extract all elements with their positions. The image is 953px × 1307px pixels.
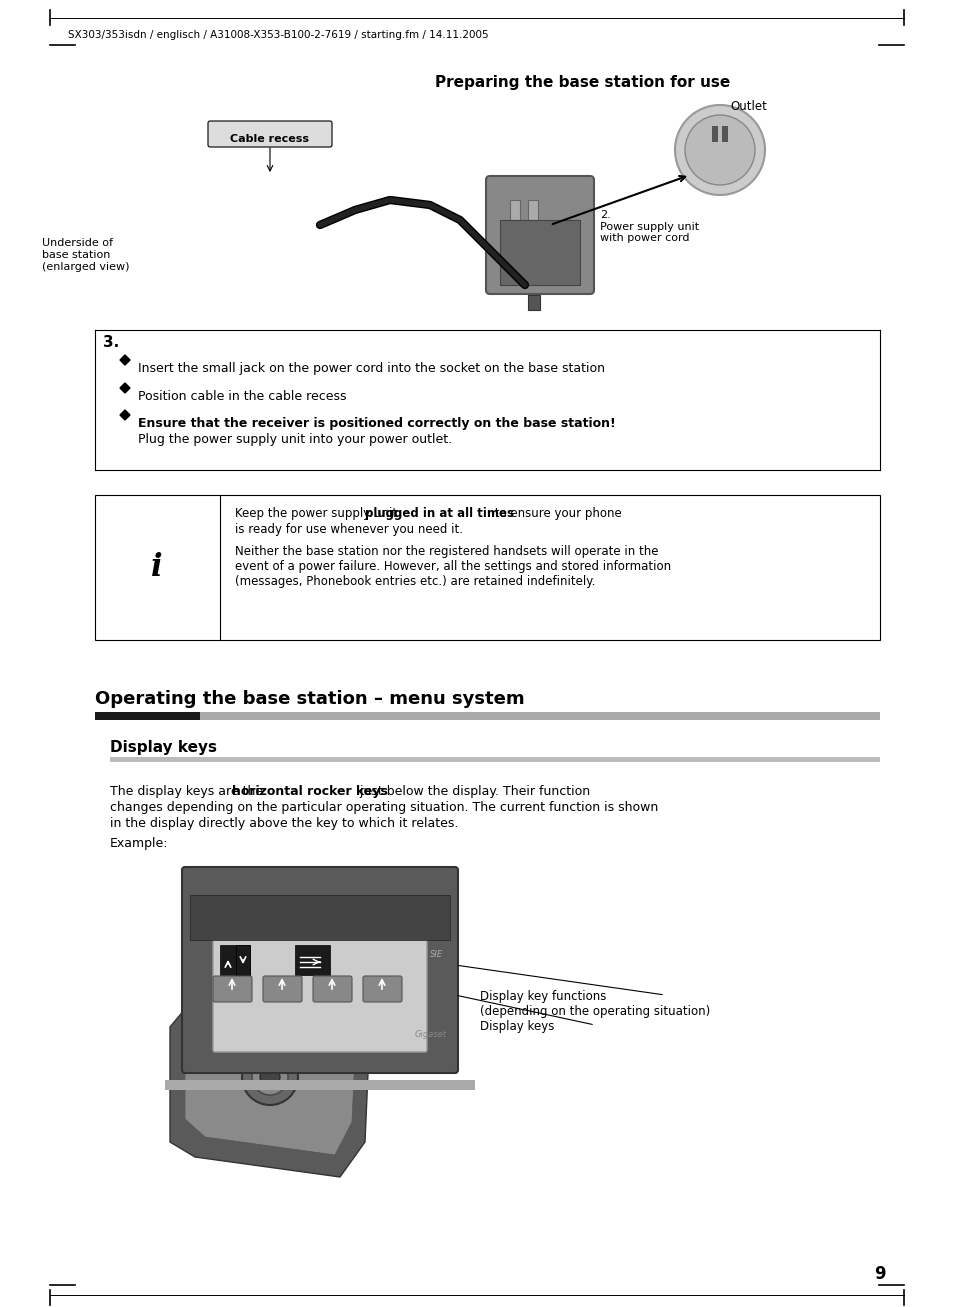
Text: Gigaset: Gigaset bbox=[415, 1030, 447, 1039]
Text: Insert the small jack on the power cord into the socket on the base station: Insert the small jack on the power cord … bbox=[138, 362, 604, 375]
Bar bbox=[510, 200, 519, 220]
Text: Keep the power supply unit: Keep the power supply unit bbox=[234, 507, 400, 520]
Bar bbox=[200, 712, 879, 720]
Bar bbox=[235, 945, 250, 975]
Polygon shape bbox=[185, 1012, 355, 1155]
Text: Example:: Example: bbox=[110, 836, 169, 850]
Text: Preparing the base station for use: Preparing the base station for use bbox=[435, 74, 729, 90]
Bar bbox=[95, 495, 879, 640]
Text: Underside of
base station
(enlarged view): Underside of base station (enlarged view… bbox=[43, 238, 130, 272]
Circle shape bbox=[252, 1059, 288, 1095]
FancyBboxPatch shape bbox=[182, 867, 457, 1073]
Text: 2.
Power supply unit
with power cord: 2. Power supply unit with power cord bbox=[599, 210, 699, 243]
FancyBboxPatch shape bbox=[313, 976, 352, 1002]
Circle shape bbox=[242, 1050, 297, 1104]
Circle shape bbox=[260, 1067, 280, 1087]
Text: The display keys are the: The display keys are the bbox=[110, 786, 267, 799]
Polygon shape bbox=[120, 383, 130, 393]
Circle shape bbox=[675, 105, 764, 195]
Text: 9: 9 bbox=[873, 1265, 885, 1283]
Text: Display keys: Display keys bbox=[479, 1019, 554, 1033]
Text: i: i bbox=[151, 552, 163, 583]
FancyBboxPatch shape bbox=[213, 918, 427, 1052]
Text: SX303/353isdn / englisch / A31008-X353-B100-2-7619 / starting.fm / 14.11.2005: SX303/353isdn / englisch / A31008-X353-B… bbox=[68, 30, 488, 41]
Text: plugged in at all times: plugged in at all times bbox=[364, 507, 513, 520]
Text: Neither the base station nor the registered handsets will operate in the
event o: Neither the base station nor the registe… bbox=[234, 545, 670, 588]
Bar bbox=[527, 200, 537, 220]
Text: just below the display. Their function: just below the display. Their function bbox=[355, 786, 589, 799]
Polygon shape bbox=[120, 410, 130, 420]
Text: Cable recess: Cable recess bbox=[231, 135, 309, 144]
FancyBboxPatch shape bbox=[363, 976, 401, 1002]
FancyBboxPatch shape bbox=[213, 976, 252, 1002]
Polygon shape bbox=[165, 1080, 475, 1090]
Text: Plug the power supply unit into your power outlet.: Plug the power supply unit into your pow… bbox=[138, 433, 452, 446]
Text: Position cable in the cable recess: Position cable in the cable recess bbox=[138, 389, 346, 403]
Text: is ready for use whenever you need it.: is ready for use whenever you need it. bbox=[234, 523, 462, 536]
Bar bbox=[499, 220, 579, 285]
Polygon shape bbox=[120, 356, 130, 365]
FancyBboxPatch shape bbox=[263, 976, 302, 1002]
Text: Outlet: Outlet bbox=[729, 101, 766, 112]
Text: to ensure your phone: to ensure your phone bbox=[491, 507, 621, 520]
Text: in the display directly above the key to which it relates.: in the display directly above the key to… bbox=[110, 817, 457, 830]
Polygon shape bbox=[170, 997, 370, 1178]
FancyBboxPatch shape bbox=[485, 176, 594, 294]
Text: changes depending on the particular operating situation. The current function is: changes depending on the particular oper… bbox=[110, 801, 658, 814]
Bar bbox=[711, 125, 718, 142]
Bar bbox=[527, 295, 539, 310]
Text: Display key functions
(depending on the operating situation): Display key functions (depending on the … bbox=[479, 989, 709, 1018]
Bar bbox=[294, 945, 330, 975]
Text: SIE: SIE bbox=[430, 950, 442, 959]
Text: Display keys: Display keys bbox=[110, 740, 216, 755]
Text: 3.: 3. bbox=[103, 335, 119, 350]
Bar bbox=[190, 895, 450, 940]
Bar bbox=[95, 712, 200, 720]
Bar bbox=[110, 757, 879, 762]
Text: Ensure that the receiver is positioned correctly on the base station!: Ensure that the receiver is positioned c… bbox=[138, 417, 615, 430]
Circle shape bbox=[684, 115, 754, 186]
FancyBboxPatch shape bbox=[208, 122, 332, 146]
Text: Operating the base station – menu system: Operating the base station – menu system bbox=[95, 690, 524, 708]
Bar bbox=[721, 125, 727, 142]
Bar bbox=[220, 945, 250, 975]
Text: horizontal rocker keys: horizontal rocker keys bbox=[233, 786, 388, 799]
